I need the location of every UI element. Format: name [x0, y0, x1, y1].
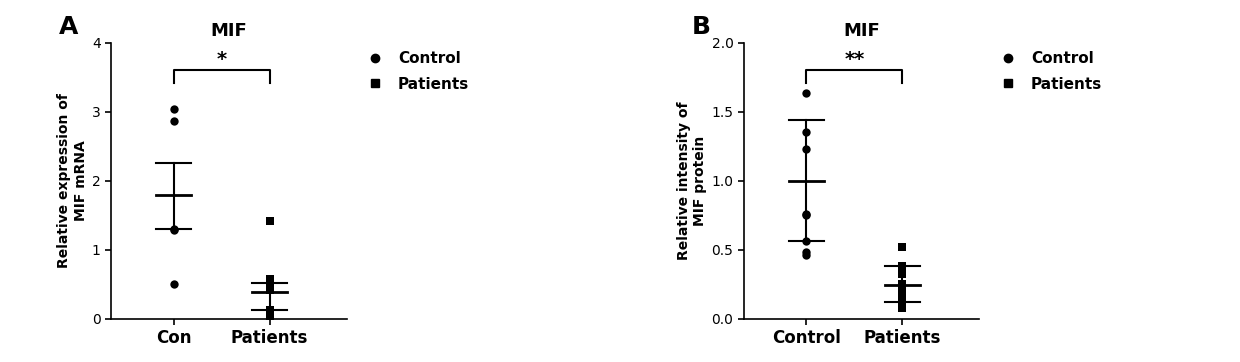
Point	[893, 268, 913, 273]
Point	[893, 302, 913, 308]
Point	[893, 305, 913, 311]
Point	[796, 90, 816, 96]
Legend: Control, Patients: Control, Patients	[987, 45, 1109, 98]
Y-axis label: Relative intensity of
MIF protein: Relative intensity of MIF protein	[677, 101, 707, 260]
Title: MIF: MIF	[843, 22, 880, 40]
Point	[893, 302, 913, 308]
Point	[259, 310, 279, 316]
Point	[893, 281, 913, 287]
Point	[796, 146, 816, 152]
Point	[164, 227, 184, 233]
Point	[796, 249, 816, 255]
Text: **: **	[844, 50, 864, 69]
Point	[893, 295, 913, 301]
Text: A: A	[60, 15, 78, 39]
Point	[259, 276, 279, 282]
Point	[164, 281, 184, 287]
Point	[893, 291, 913, 297]
Point	[259, 287, 279, 292]
Point	[164, 118, 184, 124]
Point	[259, 312, 279, 317]
Text: *: *	[217, 50, 227, 69]
Point	[796, 252, 816, 258]
Point	[893, 288, 913, 294]
Point	[259, 309, 279, 315]
Point	[796, 211, 816, 217]
Title: MIF: MIF	[211, 22, 247, 40]
Point	[893, 299, 913, 305]
Point	[164, 226, 184, 232]
Point	[164, 106, 184, 112]
Point	[893, 285, 913, 291]
Point	[259, 218, 279, 224]
Point	[259, 313, 279, 319]
Point	[893, 244, 913, 250]
Point	[259, 307, 279, 313]
Point	[259, 280, 279, 286]
Y-axis label: Relative expression of
MIF mRNA: Relative expression of MIF mRNA	[57, 93, 88, 268]
Point	[893, 272, 913, 277]
Point	[893, 263, 913, 269]
Point	[259, 281, 279, 287]
Point	[796, 130, 816, 135]
Point	[796, 212, 816, 218]
Point	[259, 283, 279, 289]
Legend: Control, Patients: Control, Patients	[353, 45, 475, 98]
Text: B: B	[692, 15, 711, 39]
Point	[796, 239, 816, 244]
